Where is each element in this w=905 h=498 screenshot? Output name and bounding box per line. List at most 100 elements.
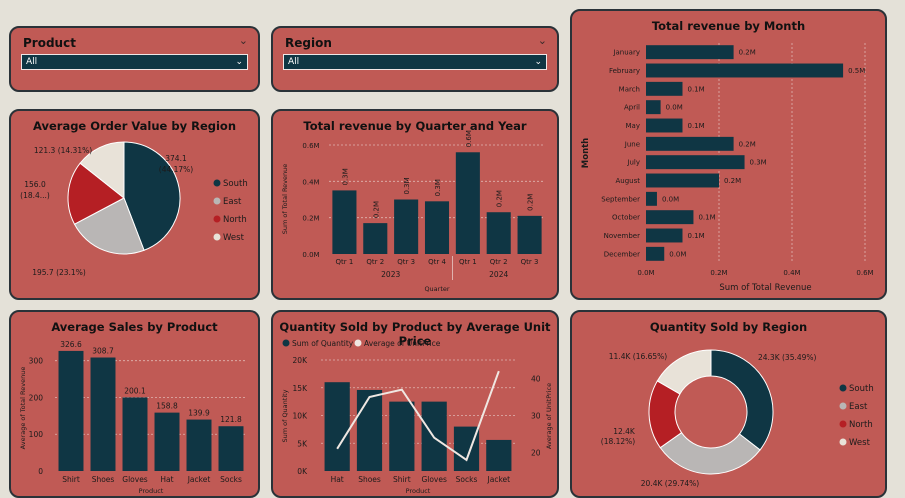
y-tick-label: 5K [297,439,308,448]
x-tick-label: Shoes [358,475,381,484]
y-tick-label: 0.4M [302,178,319,186]
chevron-down-icon: ⌄ [235,57,243,67]
y-tick-label: May [626,122,640,130]
y2-axis-title: Average of UnitPrice [545,383,553,449]
bar-data-label: 0.0M [662,195,679,203]
rev-quarter-card[interactable]: Total revenue by Quarter and Year 0.0M 0.… [271,109,559,300]
sales-product-card[interactable]: Average Sales by Product 0 100 200 300 Avera… [9,310,260,498]
bar-data-label: 0.2M [739,140,756,148]
qty-region-chart[interactable]: 24.3K (35.49%) 20.4K (29.74%) 12.4K(18.12%… [572,312,887,498]
x-tick-label: Socks [456,475,478,484]
donut-data-label: 11.4K (16.65%) [609,352,668,361]
bar-3 [394,199,419,254]
x-tick-label: Shirt [62,475,80,484]
legend-dot-unitprice [354,339,362,347]
x-tick-label: Qtr 1 [336,258,354,266]
bar-data-label: 0.0M [669,250,686,258]
y-axis-title: Sum of Quantity [281,389,289,442]
bar-data-label: 0.2M [496,190,504,207]
bar-6 [486,212,511,254]
sales-product-title: Average Sales by Product [51,320,218,334]
y-tick-label: 0.2M [302,215,319,223]
bar-november [646,228,683,243]
y-axis-title: Sum of Total Revenue [281,164,289,235]
unitprice-line [336,370,500,462]
x-tick-label: Socks [220,475,242,484]
y2-tick-label: 30 [531,412,541,421]
bar-june [646,136,734,151]
bar-april [646,100,661,115]
bar-december [646,246,665,261]
y-tick-label: November [604,232,641,240]
y-tick-label: April [624,104,640,112]
bar-july [646,155,745,170]
qty-price-chart[interactable]: Sum of Quantity Average of UnitPrice 0K 5K 1… [273,312,559,498]
y-tick-label: March [619,85,640,93]
x-tick-label: Jacket [187,475,211,484]
y-tick-label: June [624,140,640,148]
x-tick-label: Gloves [421,475,447,484]
x-tick-label: 0.6M [856,269,873,277]
bar-data-label: 0.1M [688,122,705,130]
legend-label: South [223,179,248,189]
pie-data-label: 374.1 [165,154,187,163]
bar-data-label: 158.8 [156,402,178,411]
bar-march [646,81,683,96]
product-dropdown[interactable]: All ⌄ [21,54,248,70]
y-tick-label: 300 [29,357,44,366]
legend-label: West [223,233,245,243]
bar-shoes [90,357,116,471]
bar-1 [332,190,357,254]
qty-region-card[interactable]: Quantity Sold by Region 24.3K (35.49%) 20… [570,310,887,498]
legend-dot-west [839,438,847,446]
bar-5 [455,152,480,254]
aov-region-card[interactable]: Average Order Value by Region 374.1 (44.1… [9,109,260,300]
bar-7 [517,215,542,254]
pie-data-label: 156.0 [24,180,46,189]
donut-data-label: 12.4K [613,427,636,436]
x-tick-label: Qtr 1 [459,258,477,266]
slicer-chevron-icon[interactable]: ⌄ [238,34,248,47]
x-tick-label: 0.0M [637,269,654,277]
x-year-label: 2024 [489,270,508,279]
x-tick-label: Qtr 2 [490,258,508,266]
bar-data-label: 0.0M [666,104,683,112]
y-tick-label: 0K [297,467,308,476]
aov-region-chart[interactable]: 374.1 (44.17%) 195.7 (23.1%) 156.0 (18.4...)… [11,111,260,300]
legend-dot-south [839,384,847,392]
qty-region-title: Quantity Sold by Region [649,320,808,334]
region-dropdown[interactable]: All ⌄ [283,54,547,70]
legend-dot-east [213,197,221,205]
region-slicer: Region ⌄ All ⌄ [271,26,559,92]
bar-data-label: 0.3M [341,168,349,185]
slicer-chevron-icon[interactable]: ⌄ [537,34,547,47]
bar-data-label: 0.5M [848,67,865,75]
rev-quarter-title: Total revenue by Quarter and Year [303,119,527,133]
y-tick-label: December [604,250,640,258]
bar-gloves [122,397,148,471]
y2-tick-label: 20 [531,449,541,458]
x-tick-label: Qtr 4 [428,258,446,266]
legend-dot-south [213,179,221,187]
bar-data-label: 0.1M [698,214,715,222]
legend-label: North [849,420,873,430]
legend-dot-north [839,420,847,428]
legend-label: Average of UnitPrice [364,339,441,348]
y-tick-label: 0.6M [302,142,319,150]
x-tick-label: Qtr 3 [397,258,415,266]
rev-quarter-chart[interactable]: 0.0M 0.2M 0.4M 0.6M Sum of Total Revenue 0.3M… [273,111,559,300]
bar-data-label: 0.3M [403,177,411,194]
y-tick-label: January [612,49,640,57]
rev-month-card[interactable]: Total revenue by Month 0.0M 0.2M 0.4M 0.6M S… [570,9,887,300]
product-dropdown-value: All [26,57,38,67]
y-tick-label: 100 [29,430,44,439]
pie-slice-north [67,162,125,225]
pie-data-label: (18.4...) [20,191,50,200]
rev-month-chart[interactable]: 0.0M 0.2M 0.4M 0.6M Sum of Total Revenue Mont… [572,11,887,300]
y-axis-title: Average of Total Revenue [19,367,27,450]
bar-data-label: 0.3M [750,159,767,167]
pie-slice-south [123,141,181,251]
qty-price-card[interactable]: Quantity Sold by Product by Average Unit… [271,310,559,498]
bar-jacket [486,439,512,471]
